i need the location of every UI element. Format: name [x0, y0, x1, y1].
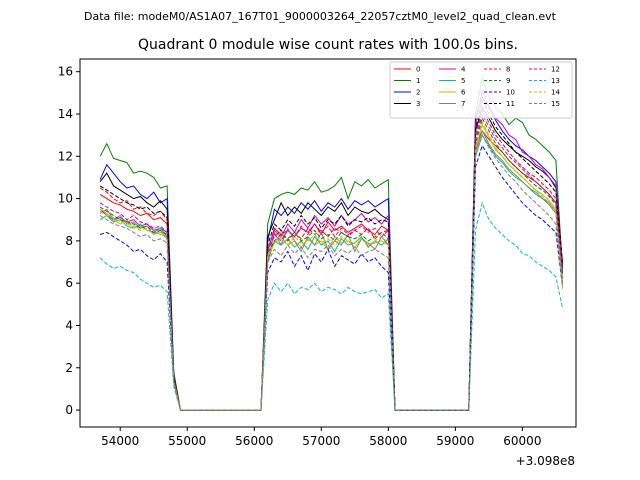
y-tick-label: 10 [58, 192, 73, 206]
y-tick-label: 14 [58, 107, 73, 121]
x-axis: 54000 55000 56000 57000 58000 59000 60000 [101, 427, 541, 448]
x-offset-label: +3.098e8 [516, 454, 575, 468]
legend-label-5: 5 [461, 77, 465, 85]
y-tick-label: 16 [58, 65, 73, 79]
data-file-label: Data file: modeM0/AS1A07_167T01_90000032… [84, 10, 557, 23]
series-line-13 [99, 201, 564, 411]
legend-label-1: 1 [416, 77, 420, 85]
x-tick-label: 59000 [436, 434, 474, 448]
legend-label-9: 9 [506, 77, 510, 85]
y-tick-label: 8 [65, 234, 73, 248]
legend-label-12: 12 [551, 66, 560, 74]
x-tick-label: 55000 [168, 434, 206, 448]
series-line-9 [99, 116, 564, 411]
legend-label-0: 0 [416, 66, 420, 74]
y-tick-label: 4 [65, 318, 73, 332]
legend-label-6: 6 [461, 89, 466, 97]
legend-label-2: 2 [416, 89, 420, 97]
y-tick-label: 2 [65, 361, 73, 375]
series-line-15 [99, 133, 564, 411]
y-tick-label: 0 [65, 403, 73, 417]
y-tick-label: 12 [58, 149, 73, 163]
legend-label-14: 14 [551, 89, 560, 97]
y-axis: 0 2 4 6 8 10 12 14 16 [58, 65, 80, 417]
x-tick-label: 54000 [101, 434, 139, 448]
x-tick-label: 56000 [235, 434, 273, 448]
legend-label-4: 4 [461, 66, 466, 74]
legend-label-8: 8 [506, 66, 510, 74]
legend-box [389, 61, 573, 119]
legend-label-7: 7 [461, 100, 465, 108]
legend-label-15: 15 [551, 100, 560, 108]
legend-label-10: 10 [506, 89, 515, 97]
legend-label-13: 13 [551, 77, 560, 85]
x-tick-label: 60000 [503, 434, 541, 448]
y-tick-label: 6 [65, 276, 73, 290]
legend-label-3: 3 [416, 100, 420, 108]
x-tick-label: 58000 [369, 434, 407, 448]
axes-frame [79, 58, 577, 428]
legend-label-11: 11 [506, 100, 515, 108]
x-tick-label: 57000 [302, 434, 340, 448]
chart-title: Quadrant 0 module wise count rates with … [138, 37, 518, 53]
